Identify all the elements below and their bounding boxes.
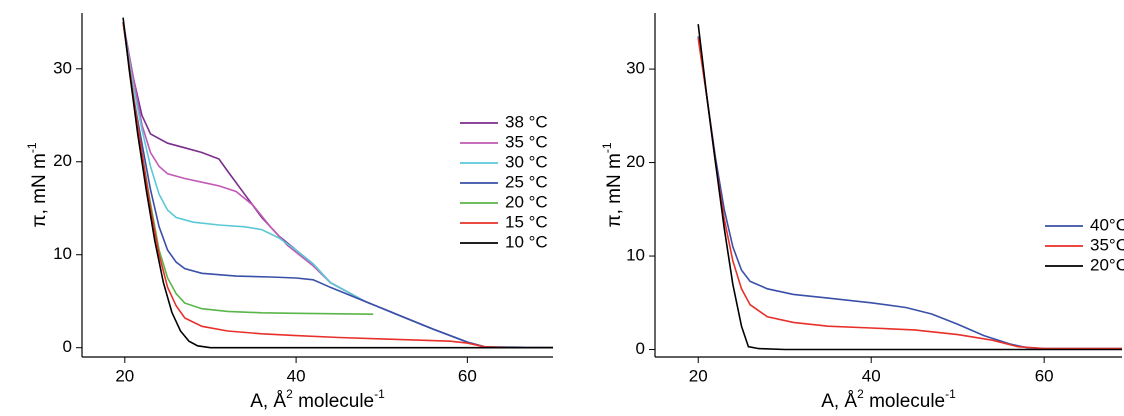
x-tick-label: 20 — [689, 366, 708, 385]
y-tick-label: 0 — [636, 339, 645, 358]
data-line — [122, 22, 553, 349]
y-tick-label: 20 — [53, 151, 72, 170]
y-axis-label: π, mN m-1 — [600, 142, 625, 227]
superscript: -1 — [374, 387, 385, 401]
legend-label: 10 °C — [505, 232, 548, 251]
data-line — [697, 36, 1122, 350]
label-part: A, Å — [821, 391, 857, 412]
legend-label: 40°C — [1090, 215, 1124, 234]
legend-label: 38 °C — [505, 112, 548, 131]
superscript: -1 — [25, 142, 39, 153]
data-line — [122, 22, 554, 349]
legend-label: 30 °C — [505, 152, 548, 171]
y-tick-label: 30 — [626, 59, 645, 78]
label-part: molecule — [864, 391, 945, 412]
y-tick-label: 30 — [53, 58, 72, 77]
superscript: 2 — [286, 387, 293, 401]
label-part: molecule — [293, 391, 374, 412]
x-axis-label: A, Å2 molecule-1 — [821, 387, 956, 412]
superscript: -1 — [945, 387, 956, 401]
y-tick-label: 10 — [626, 246, 645, 265]
superscript: 2 — [857, 387, 864, 401]
data-line — [122, 17, 553, 349]
data-line — [122, 22, 554, 349]
label-part: π, mN m — [604, 153, 625, 227]
x-axis-label: A, Å2 molecule-1 — [250, 387, 385, 412]
x-tick-label: 40 — [862, 366, 881, 385]
label-part: π, mN m — [29, 153, 50, 227]
legend-label: 35 °C — [505, 132, 548, 151]
x-tick-label: 20 — [115, 366, 134, 385]
y-tick-label: 10 — [53, 244, 72, 263]
legend-label: 25 °C — [505, 172, 548, 191]
data-line — [122, 22, 554, 349]
data-line — [697, 24, 1122, 351]
x-tick-label: 60 — [458, 366, 477, 385]
x-tick-label: 40 — [287, 366, 306, 385]
y-tick-label: 0 — [63, 337, 72, 356]
legend-label: 20 °C — [505, 192, 548, 211]
data-line — [122, 22, 553, 349]
data-line — [697, 38, 1122, 350]
x-tick-label: 60 — [1035, 366, 1054, 385]
y-axis-label: π, mN m-1 — [25, 142, 50, 227]
legend-label: 20°C — [1090, 255, 1124, 274]
legend-label: 35°C — [1090, 235, 1124, 254]
legend-label: 15 °C — [505, 212, 548, 231]
y-tick-label: 20 — [626, 152, 645, 171]
label-part: A, Å — [250, 391, 286, 412]
superscript: -1 — [600, 142, 614, 153]
